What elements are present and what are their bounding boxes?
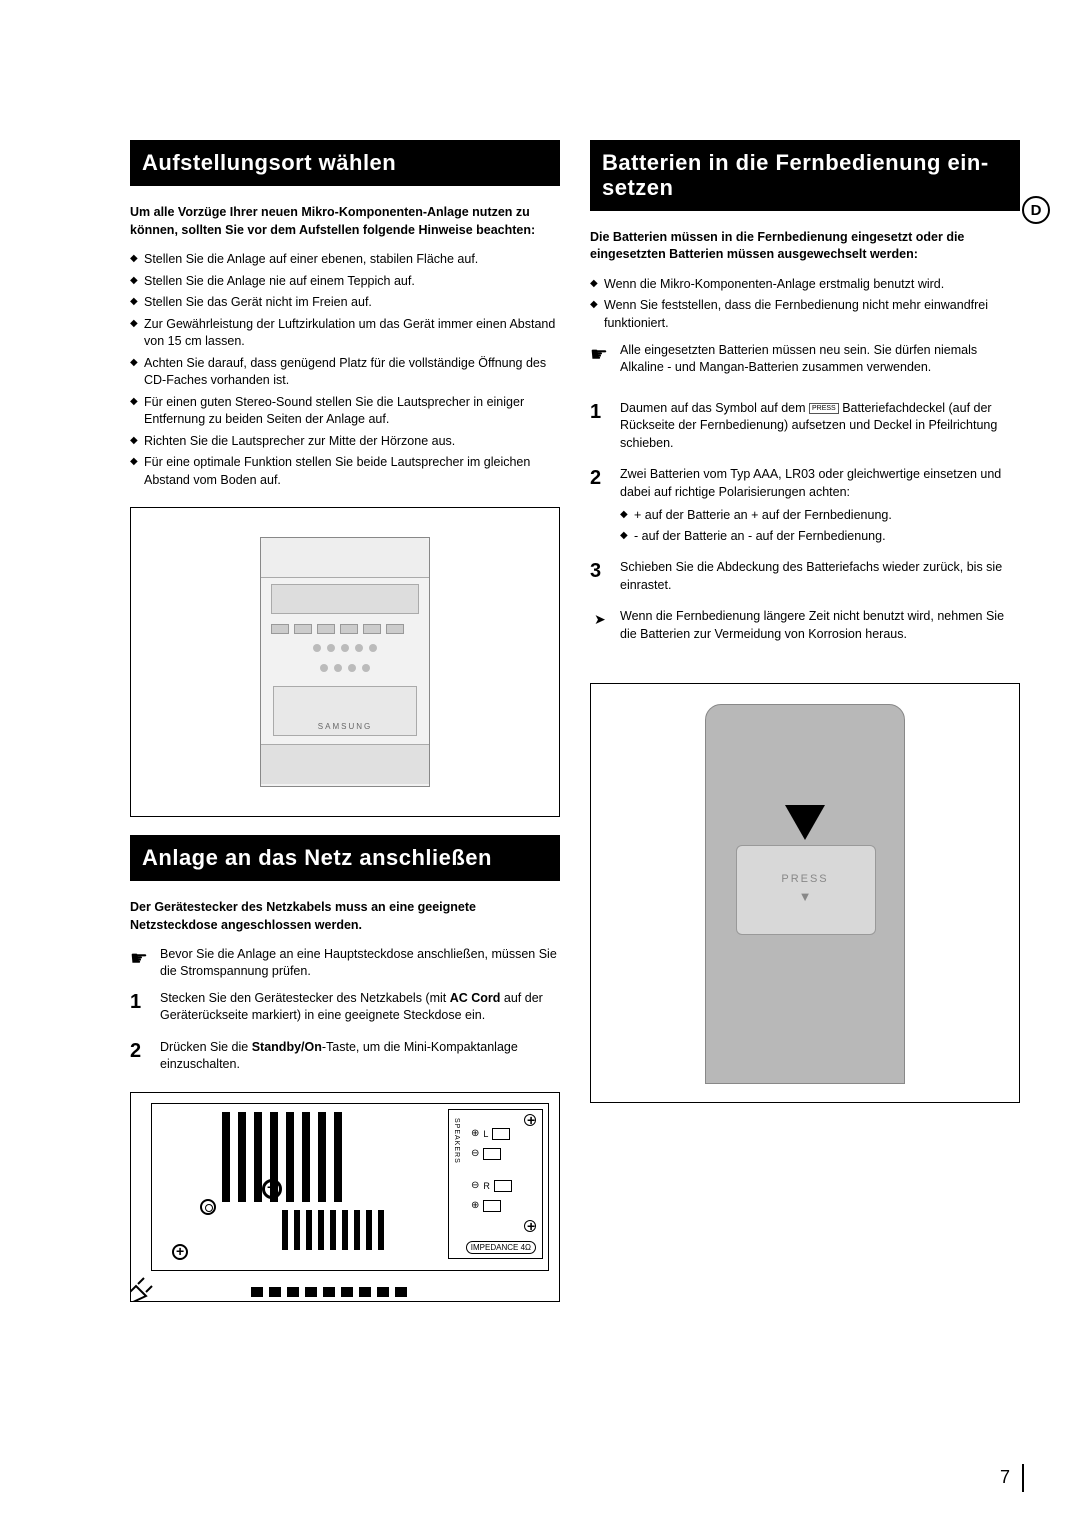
bullet: Stellen Sie die Anlage auf einer ebenen,… — [130, 251, 560, 269]
l-label: L — [483, 1129, 488, 1139]
figure-rear-panel: SPEAKERS ⊕ L ⊖ ⊖ R ⊕ IMPEDANCE 4Ω — [130, 1092, 560, 1302]
bullet: Richten Sie die Lautsprecher zur Mitte d… — [130, 433, 560, 451]
left-column: Aufstellungsort wählen Um alle Vorzüge I… — [130, 140, 560, 1320]
batteries-steps: 1 Daumen auf das Symbol auf dem PRESS Ba… — [590, 400, 1020, 595]
step-number: 2 — [590, 464, 601, 492]
section-title-power: Anlage an das Netz anschließen — [130, 835, 560, 881]
bullet: Wenn Sie feststellen, dass die Fernbedie… — [590, 297, 1020, 332]
batteries-arrow-note: Wenn die Fernbedienung längere Zeit nich… — [590, 608, 1020, 643]
page-rule — [1022, 1464, 1024, 1492]
bullet: Achten Sie darauf, dass genügend Platz f… — [130, 355, 560, 390]
bullet: Für eine optimale Funktion stellen Sie b… — [130, 454, 560, 489]
plus-icon: ⊕ — [471, 1200, 479, 1211]
power-plug-icon — [130, 1271, 166, 1302]
section-title-batteries: Batterien in die Fernbedienung ein-setze… — [590, 140, 1020, 211]
batteries-hand-note: Alle eingesetzten Batterien müssen neu s… — [590, 342, 1020, 376]
step-number: 2 — [130, 1037, 141, 1065]
step: 1 Daumen auf das Symbol auf dem PRESS Ba… — [590, 400, 1020, 453]
placement-intro: Um alle Vorzüge Ihrer neuen Mikro-Kompon… — [130, 204, 560, 239]
batteries-bullets: Wenn die Mikro-Komponenten-Anlage erstma… — [590, 276, 1020, 333]
r-label: R — [483, 1181, 490, 1191]
figure-remote-back: PRESS ▼ — [590, 683, 1020, 1103]
power-steps: 1 Stecken Sie den Gerätestecker des Netz… — [130, 990, 560, 1074]
step: 1 Stecken Sie den Gerätestecker des Netz… — [130, 990, 560, 1025]
step: 3 Schieben Sie die Abdeckung des Batteri… — [590, 559, 1020, 594]
brand-label: SAMSUNG — [274, 722, 416, 731]
step-text: Zwei Batterien vom Typ AAA, LR03 oder gl… — [620, 467, 1001, 499]
speakers-label: SPEAKERS — [453, 1118, 460, 1164]
minus-icon: ⊖ — [471, 1180, 479, 1191]
sub-bullet: - auf der Batterie an - auf der Fernbedi… — [620, 528, 1020, 546]
chevron-down-icon: ▼ — [799, 889, 812, 904]
remote-illustration: PRESS ▼ — [705, 704, 905, 1084]
step-text: Daumen auf das Symbol auf dem — [620, 401, 809, 415]
step-text: Schieben Sie die Abdeckung des Batterief… — [620, 560, 1002, 592]
step-text: Drücken Sie die — [160, 1040, 252, 1054]
step-bold: Standby/On — [252, 1040, 322, 1054]
placement-bullets: Stellen Sie die Anlage auf einer ebenen,… — [130, 251, 560, 489]
press-icon: PRESS — [809, 403, 839, 415]
figure-stereo-front: SAMSUNG — [130, 507, 560, 817]
bullet: Zur Gewährleistung der Luftzirkulation u… — [130, 316, 560, 351]
language-badge: D — [1022, 196, 1050, 224]
impedance-label: IMPEDANCE 4Ω — [466, 1241, 536, 1254]
batteries-intro: Die Batterien müssen in die Fernbedienun… — [590, 229, 1020, 264]
press-label: PRESS — [781, 873, 828, 885]
step-bold: AC Cord — [450, 991, 501, 1005]
down-arrow-icon — [780, 795, 830, 850]
step-text: Stecken Sie den Gerätestecker des Netzka… — [160, 991, 450, 1005]
sub-bullet: + auf der Batterie an + auf der Fernbedi… — [620, 507, 1020, 525]
step: 2 Zwei Batterien vom Typ AAA, LR03 oder … — [590, 466, 1020, 545]
manual-page: Aufstellungsort wählen Um alle Vorzüge I… — [0, 0, 1080, 1360]
plus-icon: ⊕ — [471, 1128, 479, 1139]
step-number: 3 — [590, 557, 601, 585]
minus-icon: ⊖ — [471, 1148, 479, 1159]
right-column: Batterien in die Fernbedienung ein-setze… — [590, 140, 1020, 1320]
polarity-sublist: + auf der Batterie an + auf der Fernbedi… — [620, 507, 1020, 545]
bullet: Für einen guten Stereo-Sound stellen Sie… — [130, 394, 560, 429]
step-number: 1 — [130, 988, 141, 1016]
power-intro: Der Gerätestecker des Netzkabels muss an… — [130, 899, 560, 934]
step-number: 1 — [590, 398, 601, 426]
power-hand-note: Bevor Sie die Anlage an eine Hauptsteckd… — [130, 946, 560, 980]
stereo-unit-illustration: SAMSUNG — [260, 537, 430, 787]
bullet: Wenn die Mikro-Komponenten-Anlage erstma… — [590, 276, 1020, 294]
bullet: Stellen Sie das Gerät nicht im Freien au… — [130, 294, 560, 312]
section-title-placement: Aufstellungsort wählen — [130, 140, 560, 186]
bullet: Stellen Sie die Anlage nie auf einem Tep… — [130, 273, 560, 291]
step: 2 Drücken Sie die Standby/On-Taste, um d… — [130, 1039, 560, 1074]
page-number: 7 — [1000, 1467, 1010, 1488]
